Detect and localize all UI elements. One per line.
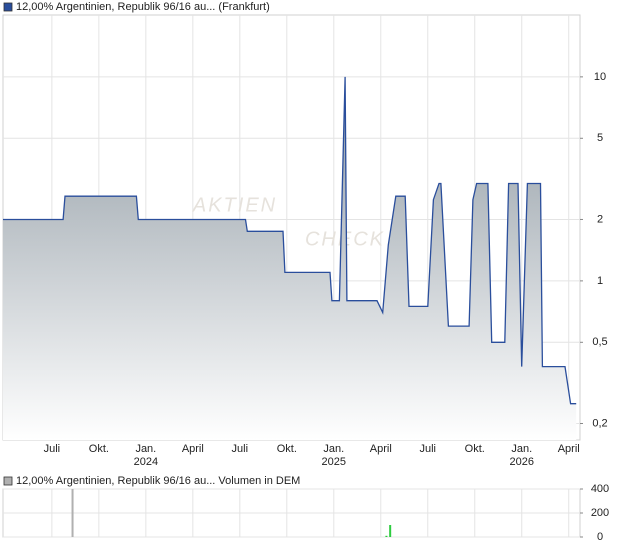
volume-bar — [389, 525, 392, 537]
x-tick-label: April — [370, 443, 392, 455]
y-tick-label: 10 — [594, 71, 606, 83]
x-year-label: 2025 — [322, 456, 346, 468]
legend-swatch — [3, 476, 13, 486]
y-tick-label: 400 — [591, 483, 609, 495]
y-tick-label: 200 — [591, 507, 609, 519]
x-tick-label: April — [182, 443, 204, 455]
x-tick-label: Juli — [232, 443, 249, 455]
y-tick-label: 0 — [597, 531, 603, 543]
volume-bar — [71, 489, 74, 537]
legend-label: 12,00% Argentinien, Republik 96/16 au...… — [16, 1, 270, 13]
x-tick-label: Juli — [420, 443, 437, 455]
y-tick-label: 1 — [597, 275, 603, 287]
y-tick-label: 2 — [597, 213, 603, 225]
x-tick-label: Juli — [44, 443, 61, 455]
y-tick-label: 0,5 — [592, 336, 607, 348]
x-tick-label: Jan. — [323, 443, 344, 455]
volume-bar — [385, 535, 388, 537]
price-line — [3, 76, 577, 405]
x-year-label: 2024 — [134, 456, 158, 468]
x-tick-label: Jan. — [135, 443, 156, 455]
x-tick-label: Okt. — [89, 443, 109, 455]
price-area — [3, 76, 577, 441]
x-tick-label: Okt. — [465, 443, 485, 455]
legend-swatch — [3, 2, 13, 12]
y-tick-label: 0,2 — [592, 417, 607, 429]
legend-label: 12,00% Argentinien, Republik 96/16 au...… — [16, 475, 300, 487]
x-year-label: 2026 — [509, 456, 533, 468]
y-tick-label: 5 — [597, 132, 603, 144]
x-tick-label: Jan. — [511, 443, 532, 455]
watermark: AKTIEN — [192, 194, 277, 216]
x-tick-label: Okt. — [277, 443, 297, 455]
x-tick-label: April — [558, 443, 580, 455]
